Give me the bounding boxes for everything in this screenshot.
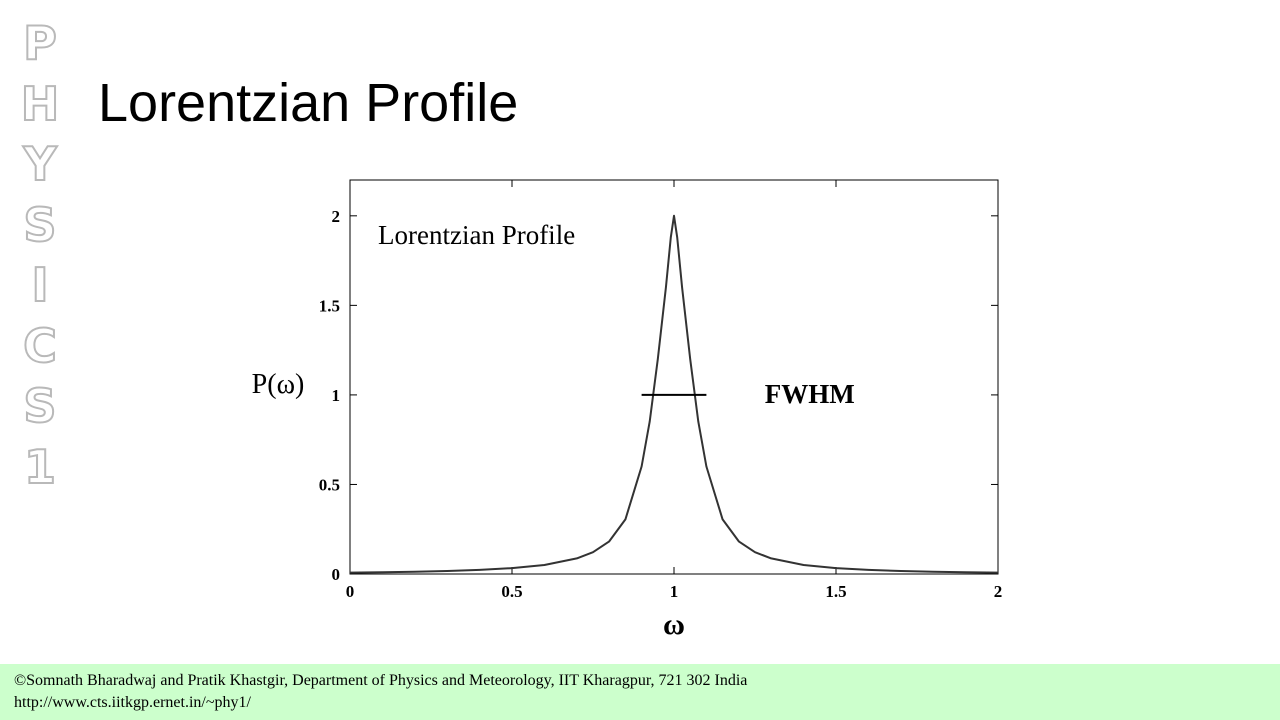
series-line-lorentzian	[349, 214, 999, 574]
y-tick-label: 1	[332, 386, 341, 405]
footer-copyright: ©Somnath Bharadwaj and Pratik Khastgir, …	[14, 672, 748, 689]
watermark-letter: S	[22, 197, 57, 252]
x-tick-label: 1.5	[825, 582, 846, 601]
lorentzian-figure: 0 0.5 1 1.5 2 0 0.5 1 1.5 2 Lorentzian Profile FWHM…	[240, 170, 1020, 641]
y-tick-label: 1.5	[319, 296, 340, 315]
x-axis-label: ω	[663, 608, 685, 640]
y-tick-label: 0	[332, 565, 341, 584]
watermark-letter: C	[22, 318, 58, 373]
x-tick-label: 0.5	[501, 582, 522, 601]
chart-svg: 0 0.5 1 1.5 2 0 0.5 1 1.5 2 Lorentzian Profile FWHM…	[252, 179, 1003, 641]
y-tick-label: 2	[332, 207, 341, 226]
x-tick-label: 0	[346, 582, 355, 601]
watermark-letter: S	[22, 379, 57, 434]
watermark-letter: Y	[22, 137, 57, 192]
watermark-letter: 1	[23, 439, 57, 494]
x-tick-label: 2	[994, 582, 1003, 601]
y-tick-label: 0.5	[319, 475, 340, 494]
watermark-letter: I	[30, 258, 49, 313]
watermark-letter: H	[20, 76, 60, 131]
annotation-fwhm: FWHM	[765, 379, 855, 409]
y-axis-label: P(ω)	[252, 369, 305, 400]
chart-title: Lorentzian Profile	[378, 220, 575, 250]
x-tick-label: 1	[670, 582, 679, 601]
slide-title: Lorentzian Profile	[98, 73, 519, 133]
footer-url[interactable]: http://www.cts.iitkgp.ernet.in/~phy1/	[14, 694, 251, 711]
watermark-letter: P	[22, 16, 58, 70]
footer-bar: ©Somnath Bharadwaj and Pratik Khastgir, …	[0, 664, 1280, 720]
